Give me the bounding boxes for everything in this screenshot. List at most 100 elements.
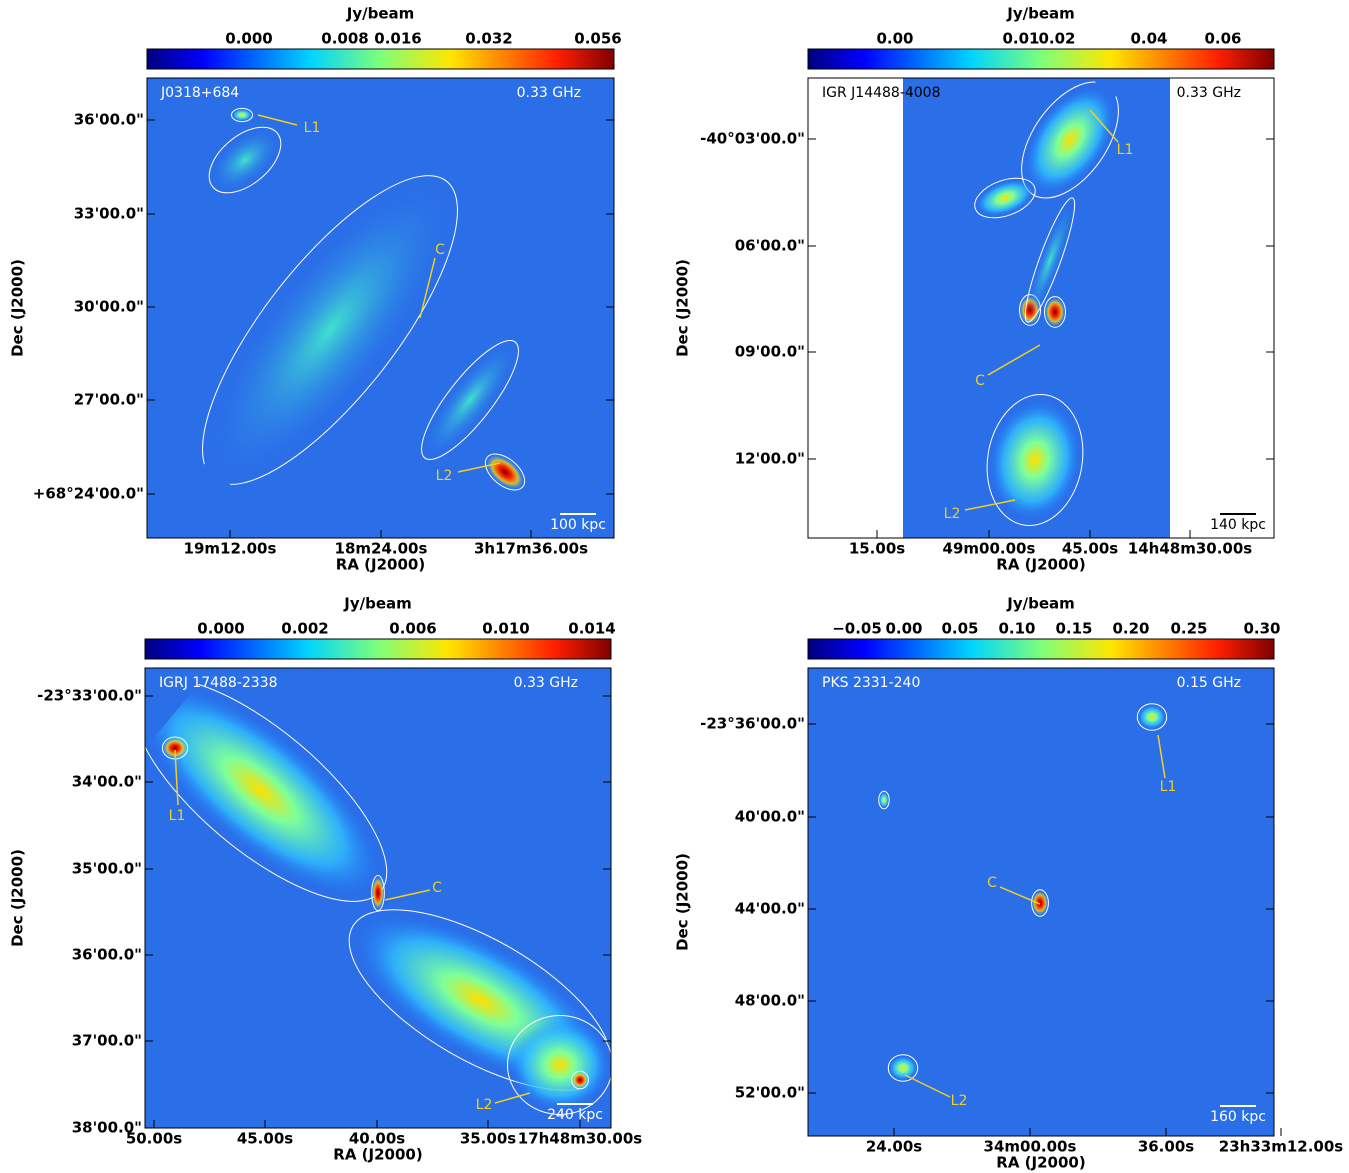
contour — [571, 1070, 589, 1090]
annotation: C — [432, 880, 442, 896]
x-tick-label: 45.00s — [1062, 540, 1118, 558]
colorbar — [807, 638, 1275, 660]
emission — [424, 343, 516, 457]
y-tick-label: 44'00.0" — [735, 900, 805, 918]
x-tick-label: 3h17m36.00s — [474, 540, 588, 558]
annotation-leader — [904, 1074, 951, 1098]
annotation-leader — [494, 1092, 531, 1104]
y-tick-label: -40°03'00.0" — [700, 130, 805, 148]
annotation: L2 — [476, 1097, 493, 1113]
colorbar-label: Jy/beam — [346, 5, 415, 23]
axes-border — [807, 667, 1275, 1137]
contour — [1044, 296, 1066, 328]
emission — [889, 1056, 917, 1080]
x-tick-label: 50.00s — [126, 1130, 182, 1148]
emission — [232, 109, 252, 121]
annotation-leader — [1089, 109, 1119, 143]
colorbar-tick-label: 0.000 — [197, 620, 244, 638]
annotation: C — [435, 242, 445, 258]
colorbar-tick-label: 0.016 — [374, 30, 421, 48]
source-name: IGR J14488-4008 — [822, 85, 941, 101]
colorbar-tick-label: 0.032 — [465, 30, 512, 48]
y-axis-label: Dec (J2000) — [674, 853, 692, 951]
x-tick-label: 36.00s — [1138, 1138, 1194, 1156]
annotation: L1 — [169, 808, 186, 824]
emission — [510, 1020, 610, 1110]
x-axis-label: RA (J2000) — [336, 556, 425, 574]
y-tick-label: 38'00.0" — [72, 1119, 142, 1137]
annotation: L2 — [951, 1093, 968, 1109]
colorbar-tick-label: 0.000 — [225, 30, 272, 48]
colorbar-label: Jy/beam — [1006, 5, 1075, 23]
y-tick-label: 09'00.0" — [735, 343, 805, 361]
contour — [208, 126, 282, 194]
x-tick-label: 23h33m12.00s — [1219, 1138, 1344, 1156]
colorbar-tick-label: 0.20 — [1112, 620, 1149, 638]
colorbar-tick-label: 0.008 — [321, 30, 368, 48]
annotation-leader — [419, 257, 436, 319]
source-name: J0318+684 — [160, 85, 239, 101]
colorbar-label: Jy/beam — [1006, 595, 1075, 613]
x-tick-label: 15.00s — [849, 540, 905, 558]
colorbar-tick-label: 0.15 — [1055, 620, 1092, 638]
contour — [1136, 703, 1168, 731]
scale-bar-label: 240 kpc — [547, 1107, 603, 1123]
emission — [209, 183, 451, 477]
axes-border — [144, 667, 612, 1129]
y-tick-label: +68°24'00.0" — [33, 485, 144, 503]
colorbar-tick-label: 0.01 — [1002, 30, 1039, 48]
y-tick-label: 37'00.0" — [72, 1032, 142, 1050]
colorbar-tick-label: 0.00 — [876, 30, 913, 48]
y-tick-label: -23°33'00.0" — [37, 687, 142, 705]
colorbar — [807, 48, 1275, 70]
scale-bar-label: 100 kpc — [550, 517, 606, 533]
y-tick-label: -23°36'00.0" — [700, 715, 805, 733]
annotation: L1 — [304, 120, 321, 136]
colorbar-tick-label: 0.04 — [1130, 30, 1167, 48]
emission — [1027, 203, 1073, 317]
annotation-leader — [457, 462, 501, 473]
annotation-leader — [987, 344, 1041, 376]
y-tick-label: 27'00.0" — [74, 391, 144, 409]
contour — [421, 340, 519, 460]
emission — [372, 877, 384, 909]
emission — [163, 738, 187, 758]
colorbar-tick-label: 0.056 — [574, 30, 621, 48]
x-tick-label: 35.00s — [460, 1130, 516, 1148]
x-tick-label: 24.00s — [866, 1138, 922, 1156]
x-tick-label: 18m24.00s — [335, 540, 428, 558]
x-tick-label: 40.00s — [349, 1130, 405, 1148]
frequency: 0.15 GHz — [1177, 675, 1241, 691]
source-name: IGRJ 17488-2338 — [159, 675, 278, 691]
x-tick-label: 14h48m30.00s — [1128, 540, 1253, 558]
x-tick-label: 34m00.00s — [984, 1138, 1077, 1156]
x-tick-label: 17h48m30.00s — [518, 1130, 643, 1148]
annotation-leader — [174, 749, 179, 806]
contour — [887, 1054, 919, 1082]
emission — [211, 129, 279, 191]
colorbar-label: Jy/beam — [343, 595, 412, 613]
annotation: L1 — [1117, 142, 1134, 158]
colorbar-tick-label: 0.10 — [998, 620, 1035, 638]
contour — [974, 177, 1036, 219]
y-tick-label: 06'00.0" — [735, 237, 805, 255]
emission — [879, 792, 889, 808]
y-tick-label: 35'00.0" — [72, 860, 142, 878]
y-tick-label: 34'00.0" — [72, 773, 142, 791]
emission — [1138, 705, 1166, 729]
emission — [139, 684, 381, 896]
annotation-leader — [964, 499, 1016, 511]
frequency: 0.33 GHz — [1177, 85, 1241, 101]
annotation-leader — [999, 886, 1041, 905]
colorbar-tick-label: 0.30 — [1243, 620, 1280, 638]
y-tick-label: 40'00.0" — [735, 808, 805, 826]
annotation-leader — [257, 114, 298, 126]
y-tick-label: 36'00.0" — [72, 946, 142, 964]
scale-bar-label: 140 kpc — [1210, 517, 1266, 533]
contour — [231, 107, 253, 123]
emission — [1045, 298, 1065, 326]
annotation: L2 — [436, 468, 453, 484]
contour — [878, 790, 890, 810]
x-tick-label: 45.00s — [237, 1130, 293, 1148]
